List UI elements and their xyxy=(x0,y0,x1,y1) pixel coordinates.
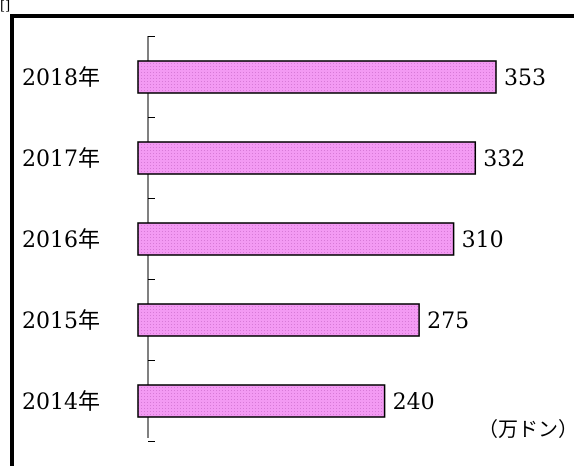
bar-2017年 xyxy=(137,141,477,175)
value-label: 310 xyxy=(462,228,504,253)
value-label: 240 xyxy=(393,390,435,415)
value-label: 275 xyxy=(427,309,469,334)
category-label: 2016年 xyxy=(22,228,100,253)
bar-2015年 xyxy=(137,303,420,337)
value-label: 353 xyxy=(504,66,546,91)
bar-chart: 2018年 353 2017年 332 2016年 310 2015年 275 2014年 240… xyxy=(22,36,574,442)
unit-label: （万ドン） xyxy=(478,417,574,441)
bar-2018年 xyxy=(137,60,497,94)
category-label: 2015年 xyxy=(22,309,100,334)
category-label: 2014年 xyxy=(22,390,100,415)
category-label: 2018年 xyxy=(22,66,100,91)
category-label: 2017年 xyxy=(22,147,100,172)
bar-2014年 xyxy=(137,384,386,418)
chart-frame xyxy=(10,14,574,466)
bar-2016年 xyxy=(137,222,455,256)
value-label: 332 xyxy=(483,147,525,172)
header-fragment: [] xyxy=(0,0,11,14)
